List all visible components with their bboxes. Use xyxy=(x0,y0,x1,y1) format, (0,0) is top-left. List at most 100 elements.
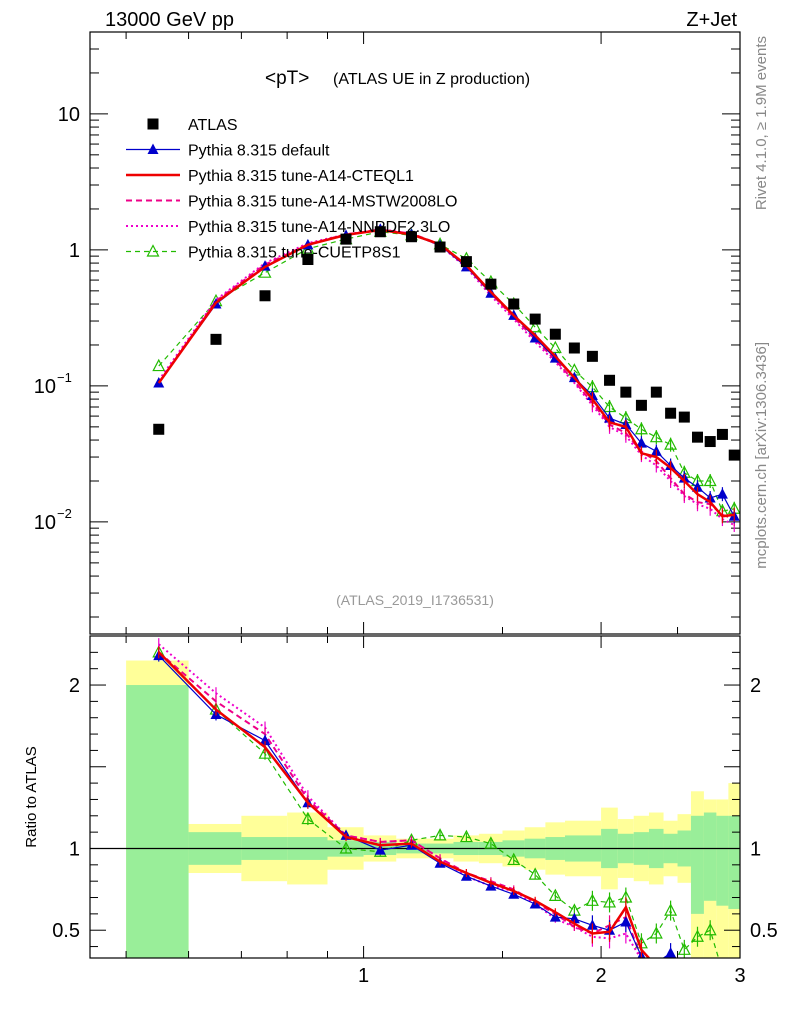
ratio-point-default xyxy=(620,916,632,927)
legend-marker xyxy=(146,244,160,257)
main-title: <pT> xyxy=(265,68,309,89)
ratio-point-cuetp8s1 xyxy=(258,746,272,759)
ratio-point-cuetp8s1 xyxy=(301,811,315,825)
ratio-point-cuetp8s1 xyxy=(649,926,663,939)
ratio-y-tick-label: 2 xyxy=(69,675,80,697)
header-right-label: Z+Jet xyxy=(686,9,737,31)
ratio-point-cuetp8s1 xyxy=(433,828,447,841)
legend-entry-nnpdf: Pythia 8.315 tune-A14-NNPDF2.3LO xyxy=(126,219,450,236)
header-left-label: 13000 GeV pp xyxy=(105,9,234,31)
data-point-atlas xyxy=(586,350,598,362)
ratio-point-cuetp8s1 xyxy=(339,841,353,854)
data-point-atlas xyxy=(620,386,632,398)
legend-entry-cteql1: Pythia 8.315 tune-A14-CTEQL1 xyxy=(126,168,414,185)
data-point-atlas xyxy=(374,226,386,238)
band-inner-segment xyxy=(716,815,729,906)
series-line-cuetp8s1 xyxy=(158,231,735,512)
data-point-atlas xyxy=(549,328,561,340)
x-tick-label: 2 xyxy=(596,965,607,987)
svg-text:10: 10 xyxy=(58,104,80,126)
analysis-id-label: (ATLAS_2019_I1736531) xyxy=(336,592,494,608)
data-point-atlas xyxy=(728,449,740,461)
ratio-point-cuetp8s1 xyxy=(585,893,599,906)
series-line-cteql1 xyxy=(157,228,735,518)
data-point-atlas xyxy=(405,231,417,243)
data-point-default xyxy=(716,488,728,499)
legend-marker xyxy=(147,118,159,130)
data-point-atlas xyxy=(716,428,728,440)
ratio-y-tick-label: 0.5 xyxy=(52,920,80,942)
ratio-point-cuetp8s1 xyxy=(484,836,498,849)
data-point-cuetp8s1 xyxy=(664,437,678,450)
data-point-default xyxy=(635,437,647,448)
ratio-y-tick-label-right: 1 xyxy=(750,838,761,860)
rivet-version-label: Rivet 4.1.0, ≥ 1.9M events xyxy=(753,36,770,210)
data-point-atlas xyxy=(340,233,352,245)
ratio-series-mstw xyxy=(158,646,645,958)
svg-text:−2: −2 xyxy=(57,506,72,521)
ratio-axis-ticks xyxy=(90,636,741,958)
band-inner-segment xyxy=(126,685,189,958)
legend-label: ATLAS xyxy=(188,117,238,134)
ratio-line-cteql1 xyxy=(157,651,651,958)
ratio-y-tick-label-right: 2 xyxy=(750,675,761,697)
data-point-cuetp8s1 xyxy=(634,421,648,435)
svg-text:1: 1 xyxy=(69,240,80,262)
main-series-cteql1 xyxy=(157,228,735,524)
ratio-y-tick-label: 1 xyxy=(69,838,80,860)
ratio-y-tick-label-right: 0.5 xyxy=(750,920,778,942)
main-subtitle: (ATLAS UE in Z production) xyxy=(333,71,530,88)
ratio-point-cuetp8s1 xyxy=(507,852,521,866)
legend-label: Pythia 8.315 tune-A14-CTEQL1 xyxy=(188,168,414,185)
data-point-atlas xyxy=(678,411,690,423)
data-point-atlas xyxy=(508,298,520,310)
data-point-cuetp8s1 xyxy=(152,358,166,372)
ratio-series-nnpdf xyxy=(158,638,642,958)
data-point-atlas xyxy=(210,333,222,345)
svg-text:10: 10 xyxy=(34,512,56,534)
data-point-atlas xyxy=(485,278,497,290)
data-point-cuetp8s1 xyxy=(649,429,663,443)
legend-label: Pythia 8.315 tune-CUETP8S1 xyxy=(188,245,401,262)
ratio-point-cuetp8s1 xyxy=(664,903,678,916)
main-series-default xyxy=(153,223,740,524)
ratio-point-default xyxy=(259,734,271,746)
series-line-default xyxy=(158,228,735,517)
data-point-atlas xyxy=(604,374,616,386)
ratio-series-layer xyxy=(152,638,720,958)
ratio-point-default xyxy=(665,947,677,958)
data-point-default xyxy=(691,481,703,492)
main-y-tick-label: 10 xyxy=(58,104,80,126)
legend-label: Pythia 8.315 tune-A14-MSTW2008LO xyxy=(188,194,457,211)
ratio-tick-labels: 0.5 0.5 1 1 2 2 1 2 3 xyxy=(52,675,778,987)
band-inner-segment xyxy=(728,815,740,909)
data-point-atlas xyxy=(460,256,472,268)
main-y-tick-label: 10 −2 xyxy=(34,506,72,534)
ratio-point-cuetp8s1 xyxy=(677,942,691,955)
data-point-atlas xyxy=(259,290,271,302)
ratio-point-cuetp8s1 xyxy=(528,867,542,880)
ratio-point-cuetp8s1 xyxy=(691,929,704,942)
band-inner-segment xyxy=(690,815,704,914)
data-point-atlas xyxy=(691,431,703,443)
mcplots-label: mcplots.cern.ch [arXiv:1306.3436] xyxy=(753,342,770,569)
ratio-point-cuetp8s1 xyxy=(703,922,717,936)
ratio-uncertainty-bands xyxy=(126,660,740,958)
main-frame xyxy=(89,31,741,635)
ratio-point-cuetp8s1 xyxy=(548,888,562,901)
data-point-cuetp8s1 xyxy=(258,265,272,278)
legend-entry-atlas: ATLAS xyxy=(147,117,238,134)
main-series-mstw xyxy=(157,228,735,527)
x-tick-label: 3 xyxy=(734,965,745,987)
series-line-nnpdf xyxy=(157,228,735,526)
data-point-atlas xyxy=(704,436,716,448)
band-inner-segment xyxy=(703,812,717,901)
x-tick-label: 1 xyxy=(358,965,369,987)
main-series-atlas xyxy=(153,226,740,461)
ratio-y-axis-label: Ratio to ATLAS xyxy=(23,746,40,847)
main-axis-ticks xyxy=(90,31,741,634)
legend-marker xyxy=(147,143,159,154)
